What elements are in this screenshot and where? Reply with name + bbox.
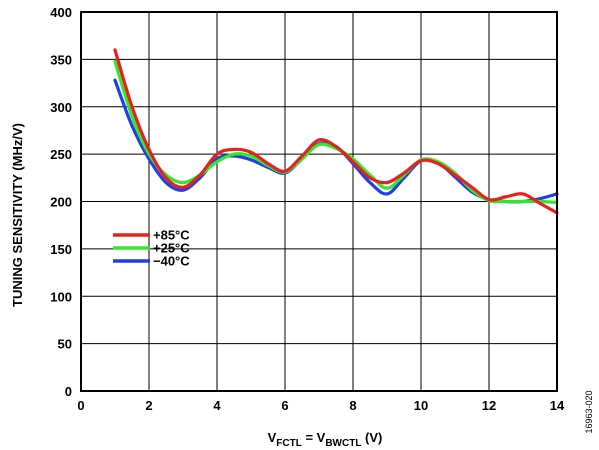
legend-label: +85°C xyxy=(153,228,190,243)
series-lines xyxy=(113,48,559,215)
y-tick-label: 250 xyxy=(50,147,72,162)
x-tick-label: 0 xyxy=(77,398,84,413)
y-tick-label: 0 xyxy=(65,384,72,399)
y-tick-label: 400 xyxy=(50,5,72,20)
grid-lines xyxy=(80,11,558,392)
x-tick-label: 12 xyxy=(482,398,496,413)
x-tick-label: 2 xyxy=(145,398,152,413)
x-tick-label: 14 xyxy=(550,398,565,413)
y-tick-label: 50 xyxy=(58,337,72,352)
y-tick-label: 200 xyxy=(50,195,72,210)
x-tick-label: 4 xyxy=(213,398,221,413)
y-tick-label: 350 xyxy=(50,52,72,67)
y-axis-label: TUNING SENSITIVITY (MHz/V) xyxy=(10,123,25,307)
y-tick-labels: 0 50 100 150 200 250 300 350 400 xyxy=(50,5,72,399)
y-tick-label: 100 xyxy=(50,289,72,304)
legend: +85°C+25°C−40°C xyxy=(113,228,190,269)
x-axis-label: VFCTL = VBWCTL (V) xyxy=(268,430,383,449)
x-tick-label: 8 xyxy=(349,398,356,413)
legend-label: +25°C xyxy=(153,241,190,256)
x-tick-label: 10 xyxy=(414,398,428,413)
y-tick-label: 300 xyxy=(50,100,72,115)
series-line-0 xyxy=(113,48,559,215)
figure-id: 16963-020 xyxy=(584,390,594,433)
plot-frame xyxy=(80,11,558,392)
series-line-1 xyxy=(113,59,559,205)
legend-label: −40°C xyxy=(153,254,190,269)
x-tick-labels: 0 2 4 6 8 10 12 14 xyxy=(77,398,565,413)
y-tick-label: 150 xyxy=(50,242,72,257)
x-tick-label: 6 xyxy=(281,398,288,413)
